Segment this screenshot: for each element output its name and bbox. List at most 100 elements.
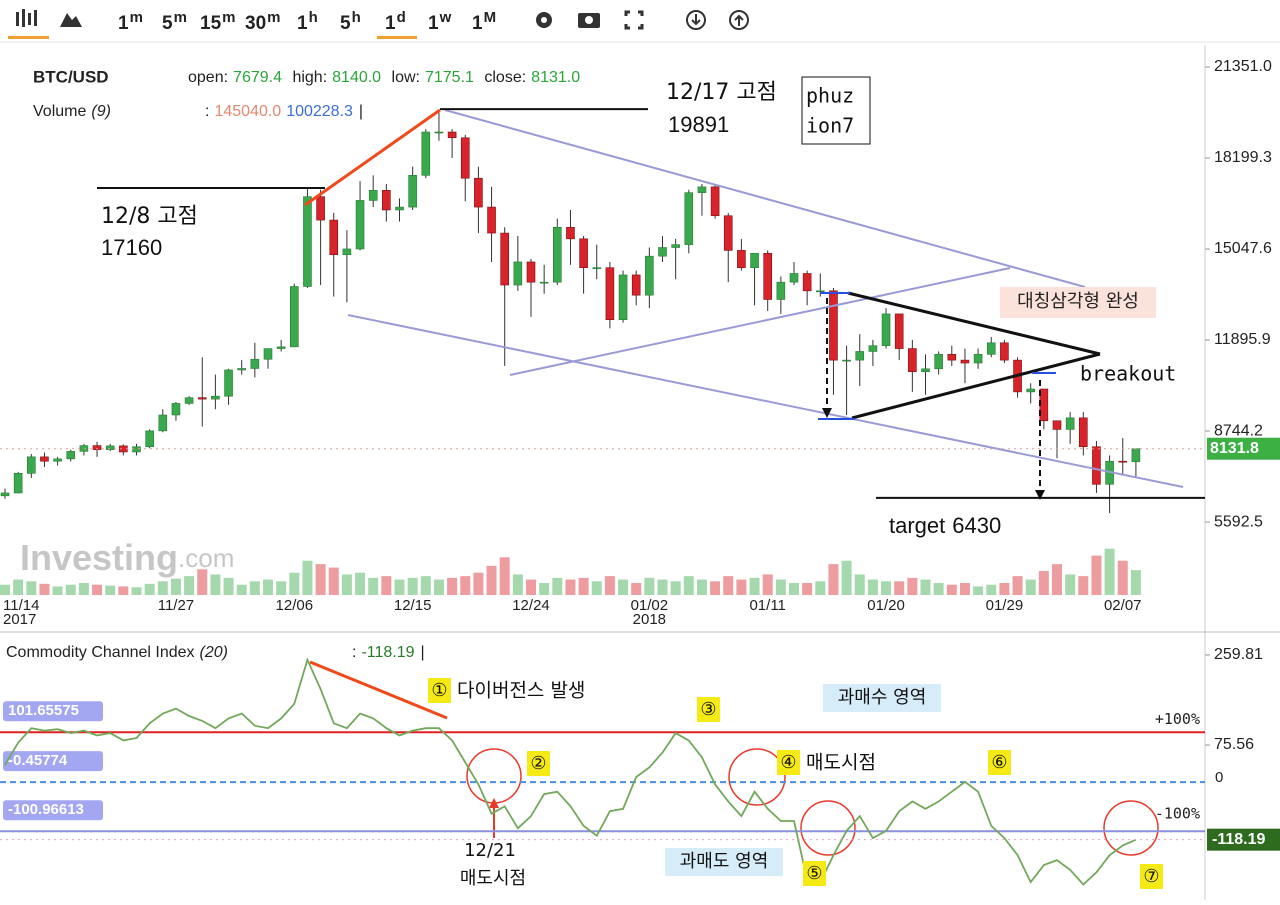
candle-body	[605, 267, 615, 320]
candle-body	[184, 397, 194, 404]
upload-icon[interactable]	[729, 10, 749, 30]
interval-unit: h	[309, 9, 318, 26]
volume-bar	[1117, 560, 1128, 595]
interval-button[interactable]: 15m	[200, 9, 235, 34]
volume-bar	[907, 577, 918, 595]
x-tick-label: 12/24	[512, 597, 550, 614]
y-tick-label: 8744.2	[1214, 422, 1263, 439]
cci-current-value: -118.19	[361, 644, 414, 661]
candle-body	[973, 354, 983, 364]
candle-body	[802, 273, 812, 292]
volume-bar	[236, 584, 247, 595]
volume-bar	[631, 583, 642, 595]
separator: |	[421, 644, 425, 661]
volume-bar	[39, 583, 50, 595]
header-label: open:	[188, 69, 228, 86]
volume-bar	[789, 583, 799, 595]
candle-body	[658, 247, 667, 257]
x-tick-label: 02/07	[1104, 597, 1142, 614]
channel-top	[444, 109, 1086, 288]
marker-bg	[1140, 864, 1163, 889]
volume-bar	[762, 574, 773, 595]
volume-bar	[749, 577, 760, 595]
candle-body	[289, 286, 299, 348]
candle-body	[342, 248, 352, 256]
volume-bar	[867, 579, 878, 595]
volume-bar	[210, 574, 221, 595]
interval-button[interactable]: 1d	[385, 9, 406, 34]
candle-body	[1131, 448, 1141, 463]
interval-button[interactable]: 1w	[428, 9, 452, 34]
pattern-label-bg	[1000, 287, 1156, 318]
interval-button[interactable]: 5h	[340, 9, 361, 34]
volume-bar	[591, 581, 602, 595]
candle-body	[447, 131, 457, 139]
candle-body	[92, 445, 102, 450]
zone-label: 과매도 영역	[680, 851, 769, 872]
candle-body	[1079, 417, 1088, 448]
area-icon[interactable]	[60, 13, 82, 27]
interval-button[interactable]: 5m	[162, 9, 187, 34]
volume-values: :145040.0 100228.3 |	[205, 103, 363, 120]
interval-button[interactable]: 1h	[297, 9, 318, 34]
y-tick-label: 21351.0	[1214, 58, 1272, 75]
note-box	[801, 76, 871, 145]
marker-bg	[428, 678, 451, 703]
candle-body	[645, 255, 654, 296]
candle-body	[1118, 460, 1128, 463]
volume-bar	[170, 578, 181, 595]
candle-body	[539, 281, 549, 284]
interval-button[interactable]: 30m	[245, 9, 280, 34]
candle-body	[171, 403, 181, 416]
volume-bar	[420, 576, 431, 595]
volume-bar	[841, 560, 852, 595]
interval-unit: h	[352, 9, 361, 26]
candles-icon[interactable]	[16, 9, 37, 27]
volume-bar	[959, 583, 970, 595]
candle-body	[1052, 420, 1062, 430]
marker-bg	[988, 750, 1011, 775]
header-label: high:	[292, 69, 327, 86]
candle-body	[552, 226, 562, 283]
separator: :	[352, 644, 356, 661]
volume-bar	[328, 567, 339, 595]
note-line: ion7	[806, 114, 854, 138]
level-badge	[3, 751, 103, 772]
volume-bar	[1038, 571, 1049, 595]
x-year-label: 2017	[3, 611, 36, 628]
volume-bar	[473, 572, 484, 595]
watermark-suffix: .com	[178, 543, 234, 573]
watermark-main: Investing	[20, 537, 178, 578]
signal-label: 매도시점	[460, 868, 526, 889]
annotation-value: 19891	[668, 112, 729, 137]
interval-button[interactable]: 1M	[472, 9, 496, 34]
fullscreen-icon[interactable]	[624, 10, 644, 30]
y-tick-label: 11895.9	[1214, 331, 1271, 348]
volume-bar	[881, 581, 892, 595]
header-value: 7175.1	[425, 69, 474, 86]
header-label: low:	[392, 69, 420, 86]
volume-bar	[657, 579, 668, 595]
volume-bar	[381, 576, 392, 595]
download-icon[interactable]	[686, 10, 706, 30]
volume-bar	[52, 586, 63, 595]
volume-bar	[433, 579, 444, 595]
candle-body	[158, 414, 168, 432]
candle-body	[631, 274, 641, 296]
settings-icon[interactable]	[536, 12, 552, 28]
candle-body	[474, 177, 483, 208]
volume-bar	[1025, 579, 1036, 595]
separator: :	[205, 103, 209, 120]
candle-body	[829, 290, 838, 361]
camera-icon[interactable]	[578, 13, 600, 28]
interval-button[interactable]: 1m	[118, 9, 143, 34]
marker-bg	[527, 751, 550, 776]
candle-body	[408, 175, 417, 208]
level-label: +100%	[1155, 710, 1200, 728]
candle-body	[211, 395, 220, 400]
level-badge	[3, 800, 103, 821]
x-tick-label: 12/06	[276, 597, 314, 614]
arrow-head	[822, 408, 832, 418]
zone-label: 과매수 영역	[838, 687, 927, 708]
marker-text: 매도시점	[806, 752, 876, 774]
